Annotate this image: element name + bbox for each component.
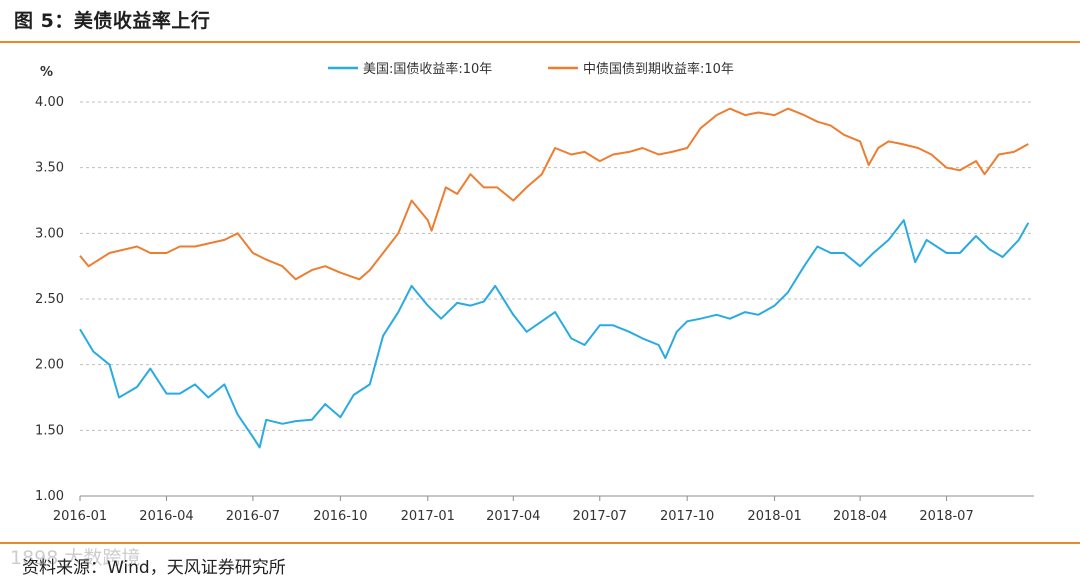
y-tick-label: 2.00	[35, 358, 64, 373]
source-note: 资料来源：Wind，天风证券研究所	[22, 558, 286, 578]
x-tick-label: 2016-10	[313, 509, 367, 524]
title-divider	[0, 41, 1080, 43]
x-tick-label: 2018-07	[919, 509, 973, 524]
grid-lines	[80, 101, 1034, 431]
series-line-us-10y	[79, 219, 1030, 449]
legend-label: 美国:国债收益率:10年	[363, 61, 492, 77]
x-tick-labels: 2016-01 2016-04 2016-07 2016-10 2017-01 2017-…	[53, 496, 974, 524]
series-lines	[79, 107, 1030, 449]
figure-title: 图 5：美债收益率上行	[14, 10, 211, 32]
y-tick-labels: 1.00 1.50 2.00 2.50 3.00 3.50 4.00	[35, 95, 64, 504]
y-tick-label: 2.50	[35, 292, 64, 307]
x-tick-label: 2017-01	[401, 509, 455, 524]
x-tick-label: 2016-04	[139, 509, 193, 524]
watermark-logo: 1898 大数跨境	[10, 547, 141, 569]
y-axis-unit-label: %	[40, 65, 53, 80]
legend-label: 中债国债到期收益率:10年	[583, 61, 734, 77]
line-chart: % 1.001.502.002.503.003.504.00 2016-01 20…	[35, 61, 1034, 524]
x-tick-label: 2016-01	[53, 509, 107, 524]
y-tick-label: 4.00	[35, 95, 64, 110]
source-divider	[0, 542, 1080, 544]
x-tick-label: 2017-10	[660, 509, 714, 524]
legend: 美国:国债收益率:10年 中债国债到期收益率:10年	[328, 61, 734, 77]
y-tick-label: 3.00	[35, 226, 64, 241]
series-line-cn-10y	[79, 107, 1029, 281]
x-tick-label: 2018-04	[833, 509, 887, 524]
x-tick-label: 2016-07	[226, 509, 280, 524]
y-tick-label: 3.50	[35, 161, 64, 176]
x-tick-label: 2017-04	[486, 509, 540, 524]
x-tick-label: 2017-07	[573, 509, 627, 524]
y-tick-label: 1.50	[35, 423, 64, 438]
x-tick-label: 2018-01	[747, 509, 801, 524]
y-tick-label: 1.00	[35, 489, 64, 504]
